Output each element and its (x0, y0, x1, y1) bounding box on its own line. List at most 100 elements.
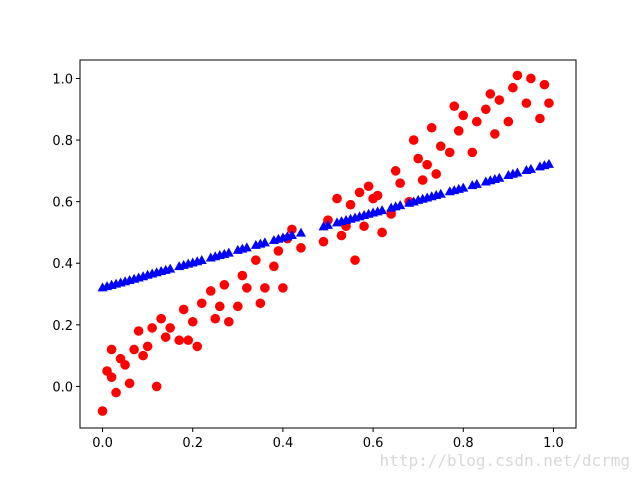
y-tick-label: 0.6 (52, 196, 73, 211)
axes-frame (79, 59, 577, 429)
scatter-point (223, 247, 234, 257)
scatter-point (183, 335, 194, 346)
scatter-point (422, 159, 433, 170)
scatter-point (196, 254, 207, 264)
x-tick-label: 0.4 (273, 436, 294, 451)
scatter-point (390, 166, 401, 176)
scatter-point (359, 221, 369, 232)
scatter-point (138, 350, 148, 361)
scatter-point (255, 298, 266, 309)
scatter-point (259, 237, 270, 247)
scatter-point (224, 316, 234, 327)
scatter-point (214, 301, 225, 312)
scatter-point (408, 135, 419, 145)
scatter-point (241, 242, 252, 252)
scatter-point (431, 169, 442, 179)
scatter-point (467, 147, 478, 158)
scatter-point (295, 227, 306, 237)
scatter-point (521, 98, 532, 108)
scatter-point (494, 172, 505, 182)
scatter-point (417, 175, 428, 185)
x-tick-label: 1.0 (543, 436, 564, 451)
scatter-point (120, 360, 130, 370)
scatter-point (97, 406, 108, 416)
y-tick-label: 0.4 (52, 257, 73, 272)
scatter-point (539, 79, 550, 90)
scatter-point (449, 101, 460, 111)
scatter-point (354, 187, 365, 198)
scatter-point (435, 188, 446, 198)
y-tick-label: 1.0 (52, 72, 73, 87)
scatter-point (490, 129, 500, 139)
scatter-point (525, 163, 536, 173)
x-tick-label: 0.0 (92, 436, 113, 451)
scatter-point (426, 122, 437, 133)
scatter-point (377, 227, 387, 238)
scatter-point (485, 89, 496, 99)
scatter-point (323, 219, 333, 229)
scatter-point (363, 181, 374, 192)
scatter-point (160, 332, 171, 342)
scatter-point (512, 70, 523, 81)
scatter-point (196, 298, 207, 309)
scatter-point (165, 263, 176, 273)
scatter-point (278, 283, 288, 293)
scatter-point (471, 178, 482, 188)
scatter-point (260, 283, 270, 293)
scatter-point (543, 158, 554, 168)
scatter-point (435, 141, 446, 152)
scatter-point (142, 341, 153, 352)
scatter-point (287, 224, 297, 235)
scatter-point (111, 387, 121, 398)
scatter-point (242, 283, 252, 293)
scatter-point (494, 95, 505, 105)
scatter-point (332, 193, 342, 204)
scatter-point (444, 147, 455, 158)
plot-marks (97, 70, 554, 416)
scatter-point (210, 313, 221, 324)
scatter-point (233, 301, 243, 312)
scatter-point (526, 73, 536, 84)
scatter-point (395, 178, 405, 188)
x-tick-label: 0.2 (182, 436, 203, 451)
y-tick-label: 0.2 (52, 319, 73, 334)
scatter-point (395, 200, 406, 210)
scatter-point (178, 304, 189, 315)
scatter-point (472, 116, 482, 127)
scatter-point (458, 182, 469, 192)
scatter-point (372, 190, 383, 201)
scatter-point (377, 205, 388, 215)
scatter-point (106, 344, 117, 355)
scatter-point (453, 126, 464, 136)
scatter-point (219, 280, 230, 290)
scatter-point (251, 255, 261, 265)
scatter-point (458, 110, 469, 121)
y-tick-label: 0.0 (52, 380, 73, 395)
scatter-point (413, 153, 423, 164)
y-tick-label: 0.8 (52, 134, 73, 149)
scatter-point (129, 344, 139, 355)
watermark: http://blog.csdn.net/dcrmg (380, 451, 630, 470)
scatter-point (124, 378, 135, 389)
scatter-point (106, 372, 117, 382)
scatter-point (481, 104, 491, 115)
scatter-point (192, 341, 203, 352)
scatter-point (205, 286, 216, 296)
scatter-point (508, 82, 518, 93)
scatter-point (174, 335, 184, 346)
scatter-point (544, 98, 554, 108)
scatter-point (350, 255, 360, 265)
x-tick-label: 0.8 (453, 436, 474, 451)
scatter-point (318, 236, 329, 247)
scatter-point (187, 316, 198, 327)
scatter-point (296, 243, 306, 253)
scatter-point (165, 323, 175, 333)
scatter-point (345, 199, 356, 210)
scatter-point (133, 326, 144, 336)
scatter-point (147, 323, 157, 333)
scatter-point (151, 381, 162, 392)
scatter-point (512, 167, 523, 177)
scatter-point (336, 230, 347, 241)
